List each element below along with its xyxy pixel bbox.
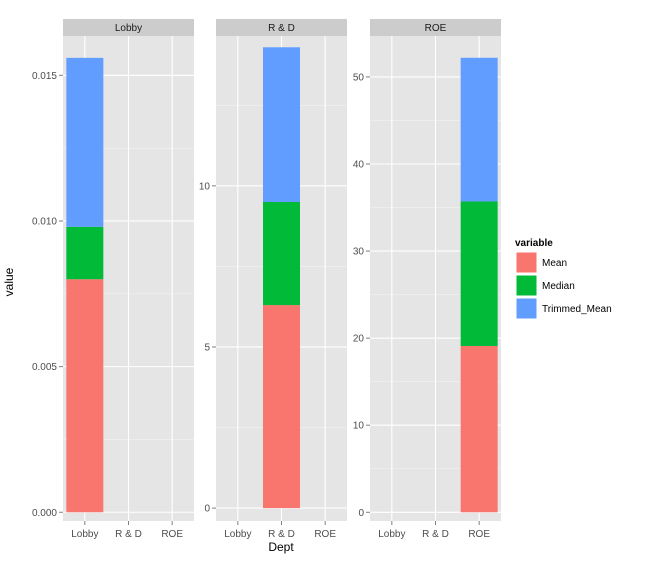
y-tick-label: 50 <box>353 72 365 83</box>
y-tick-label: 10 <box>353 421 365 432</box>
legend: variable Mean Median Trimmed_Mean <box>515 238 612 320</box>
legend-label: Trimmed_Mean <box>542 304 612 315</box>
x-tick-label: R & D <box>422 529 449 540</box>
bar-segment-trimmed-mean <box>66 57 104 227</box>
legend-label: Median <box>542 281 575 292</box>
facet-strip <box>216 19 347 36</box>
bar-segment-mean <box>460 345 498 513</box>
legend-label: Mean <box>542 258 567 269</box>
bar-segment-median <box>263 201 300 306</box>
x-tick-label: R & D <box>115 529 142 540</box>
y-tick-label: 0.010 <box>32 216 57 227</box>
x-tick-label: Lobby <box>378 529 405 540</box>
legend-title: variable <box>515 238 553 249</box>
facet-panel-0: Lobby 0.000 0.005 0.010 0.015 Lobby R & D ROE <box>32 19 194 540</box>
legend-key-median <box>516 275 537 296</box>
legend-key-trimmed-mean <box>516 298 537 319</box>
facet-panel-2: ROE 0 10 20 30 40 50 Lobby R & D ROE <box>353 19 501 540</box>
bar-segment-mean <box>263 305 300 509</box>
facet-strip <box>370 19 501 36</box>
facet-strip <box>63 19 194 36</box>
bar-segment-median <box>66 226 104 280</box>
bar-segment-mean <box>66 279 104 513</box>
x-tick-label: ROE <box>161 529 183 540</box>
bar-segment-trimmed-mean <box>460 57 498 202</box>
x-axis-title: Dept <box>268 540 294 554</box>
y-tick-label: 5 <box>204 342 210 353</box>
bar-segment-median <box>460 201 498 346</box>
y-tick-label: 0.015 <box>32 71 57 82</box>
y-tick-label: 20 <box>353 334 365 345</box>
y-tick-label: 10 <box>199 181 211 192</box>
bar-segment-trimmed-mean <box>263 47 300 202</box>
facet-panel-1: R & D 0 5 10 Lobby R & D ROE <box>199 19 347 540</box>
y-axis-title: value <box>2 267 16 296</box>
facet-strip-label: ROE <box>425 23 447 34</box>
facet-strip-label: R & D <box>268 23 295 34</box>
x-tick-label: ROE <box>468 529 490 540</box>
x-tick-label: Lobby <box>224 529 251 540</box>
y-tick-label: 40 <box>353 159 365 170</box>
y-tick-label: 0.005 <box>32 362 57 373</box>
x-tick-label: R & D <box>268 529 295 540</box>
facet-strip-label: Lobby <box>115 23 142 34</box>
x-tick-label: Lobby <box>71 529 98 540</box>
y-tick-label: 0 <box>358 508 364 519</box>
x-tick-label: ROE <box>314 529 336 540</box>
y-tick-label: 30 <box>353 247 365 258</box>
y-tick-label: 0 <box>204 504 210 515</box>
legend-key-mean <box>516 252 537 273</box>
y-tick-label: 0.000 <box>32 508 57 519</box>
